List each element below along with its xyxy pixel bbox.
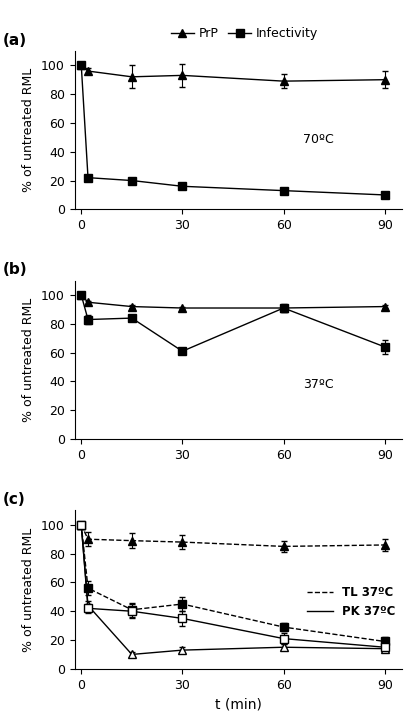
Y-axis label: % of untreated RML: % of untreated RML [22, 68, 35, 192]
Text: (a): (a) [2, 33, 26, 47]
Text: (b): (b) [2, 262, 27, 277]
Y-axis label: % of untreated RML: % of untreated RML [22, 298, 35, 422]
Text: (c): (c) [2, 492, 25, 507]
Y-axis label: % of untreated RML: % of untreated RML [22, 528, 35, 651]
Text: 37ºC: 37ºC [303, 378, 333, 391]
Legend: PrP, Infectivity: PrP, Infectivity [166, 23, 323, 45]
Legend: TL 37ºC, PK 37ºC: TL 37ºC, PK 37ºC [306, 587, 395, 618]
X-axis label: t (min): t (min) [214, 697, 261, 711]
Text: 70ºC: 70ºC [303, 133, 333, 146]
